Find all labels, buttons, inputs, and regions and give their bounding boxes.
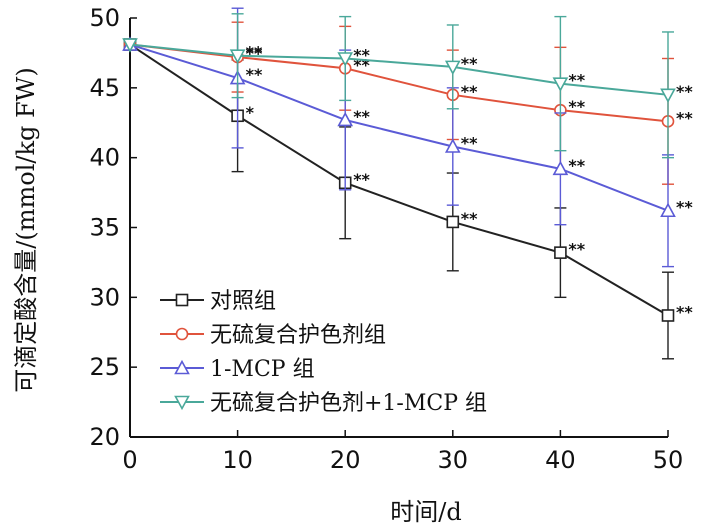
legend-label: 无硫复合护色剂+1-MCP 组 — [210, 391, 487, 416]
data-point — [552, 77, 569, 92]
significance-label: ** — [676, 82, 693, 101]
legend-label: 对照组 — [210, 289, 276, 314]
x-tick-label: 0 — [122, 446, 137, 474]
y-tick-label: 50 — [89, 4, 120, 32]
legend-entry: 1-MCP 组 — [160, 357, 315, 382]
significance-label: ** — [568, 156, 585, 175]
significance-label: ** — [676, 302, 693, 321]
data-point — [444, 138, 461, 153]
data-point — [337, 111, 354, 127]
data-point — [660, 202, 676, 218]
data-point — [661, 309, 675, 322]
significance-label: ** — [461, 133, 478, 152]
significance-label: ** — [246, 44, 263, 63]
legend-marker — [175, 327, 189, 341]
legend-entry: 对照组 — [160, 289, 276, 314]
significance-label: ** — [461, 54, 478, 73]
x-tick-label: 20 — [330, 446, 361, 474]
series-line — [129, 43, 669, 317]
y-axis: 20 25 30 35 40 45 50 — [89, 4, 137, 451]
legend-marker — [174, 395, 190, 411]
significance-label: ** — [353, 107, 370, 126]
series-line — [129, 43, 669, 96]
significance-label: ** — [246, 65, 263, 84]
legend-entry: 无硫复合护色剂+1-MCP 组 — [160, 391, 487, 416]
data-point — [446, 215, 460, 229]
data-point — [554, 246, 567, 259]
x-tick-label: 30 — [438, 446, 469, 474]
legend-label: 1-MCP 组 — [210, 357, 315, 382]
significance-label: ** — [568, 240, 585, 259]
significance-label: ** — [353, 170, 370, 189]
data-point — [229, 49, 246, 64]
x-axis: 0 10 20 30 40 50 — [122, 430, 683, 474]
data-point — [660, 88, 676, 103]
x-tick-label: 40 — [545, 446, 576, 474]
significance-label: ** — [568, 71, 585, 90]
data-point — [444, 60, 461, 76]
series-layer: ******************************* ** ****** — [122, 7, 693, 360]
y-tick-label: 35 — [89, 214, 120, 242]
series-line — [129, 43, 669, 123]
significance-label: ** — [676, 108, 693, 127]
significance-label: * — [246, 103, 255, 122]
data-point — [122, 38, 138, 53]
x-axis-title: 时间/d — [390, 498, 461, 526]
series-2: ** ** ** ** ** — [123, 21, 693, 185]
significance-label: ** — [676, 198, 693, 217]
significance-label: ** — [246, 43, 263, 62]
series-3: ** ** ** ** ** — [122, 7, 693, 268]
significance-label: ** — [568, 97, 585, 116]
y-tick-label: 45 — [89, 74, 120, 102]
significance-label: ** — [353, 46, 370, 65]
x-tick-label: 50 — [653, 446, 684, 474]
legend-marker — [175, 293, 189, 307]
y-tick-label: 30 — [89, 283, 120, 311]
y-tick-label: 40 — [89, 144, 120, 172]
y-axis-title: 可滴定酸含量/(mmol/kg FW) — [12, 67, 40, 392]
data-point — [337, 52, 354, 67]
significance-label: ** — [461, 82, 478, 101]
series-line — [129, 43, 669, 212]
y-tick-label: 20 — [89, 423, 120, 451]
legend-marker — [174, 359, 190, 375]
data-point — [552, 160, 569, 176]
x-tick-label: 10 — [222, 446, 253, 474]
series-4: ** ** ** ** ** — [122, 13, 693, 159]
legend-label: 无硫复合护色剂组 — [210, 323, 386, 348]
significance-label: ** — [461, 209, 478, 228]
legend-entry: 无硫复合护色剂组 — [160, 323, 386, 348]
y-tick-label: 25 — [89, 353, 120, 381]
